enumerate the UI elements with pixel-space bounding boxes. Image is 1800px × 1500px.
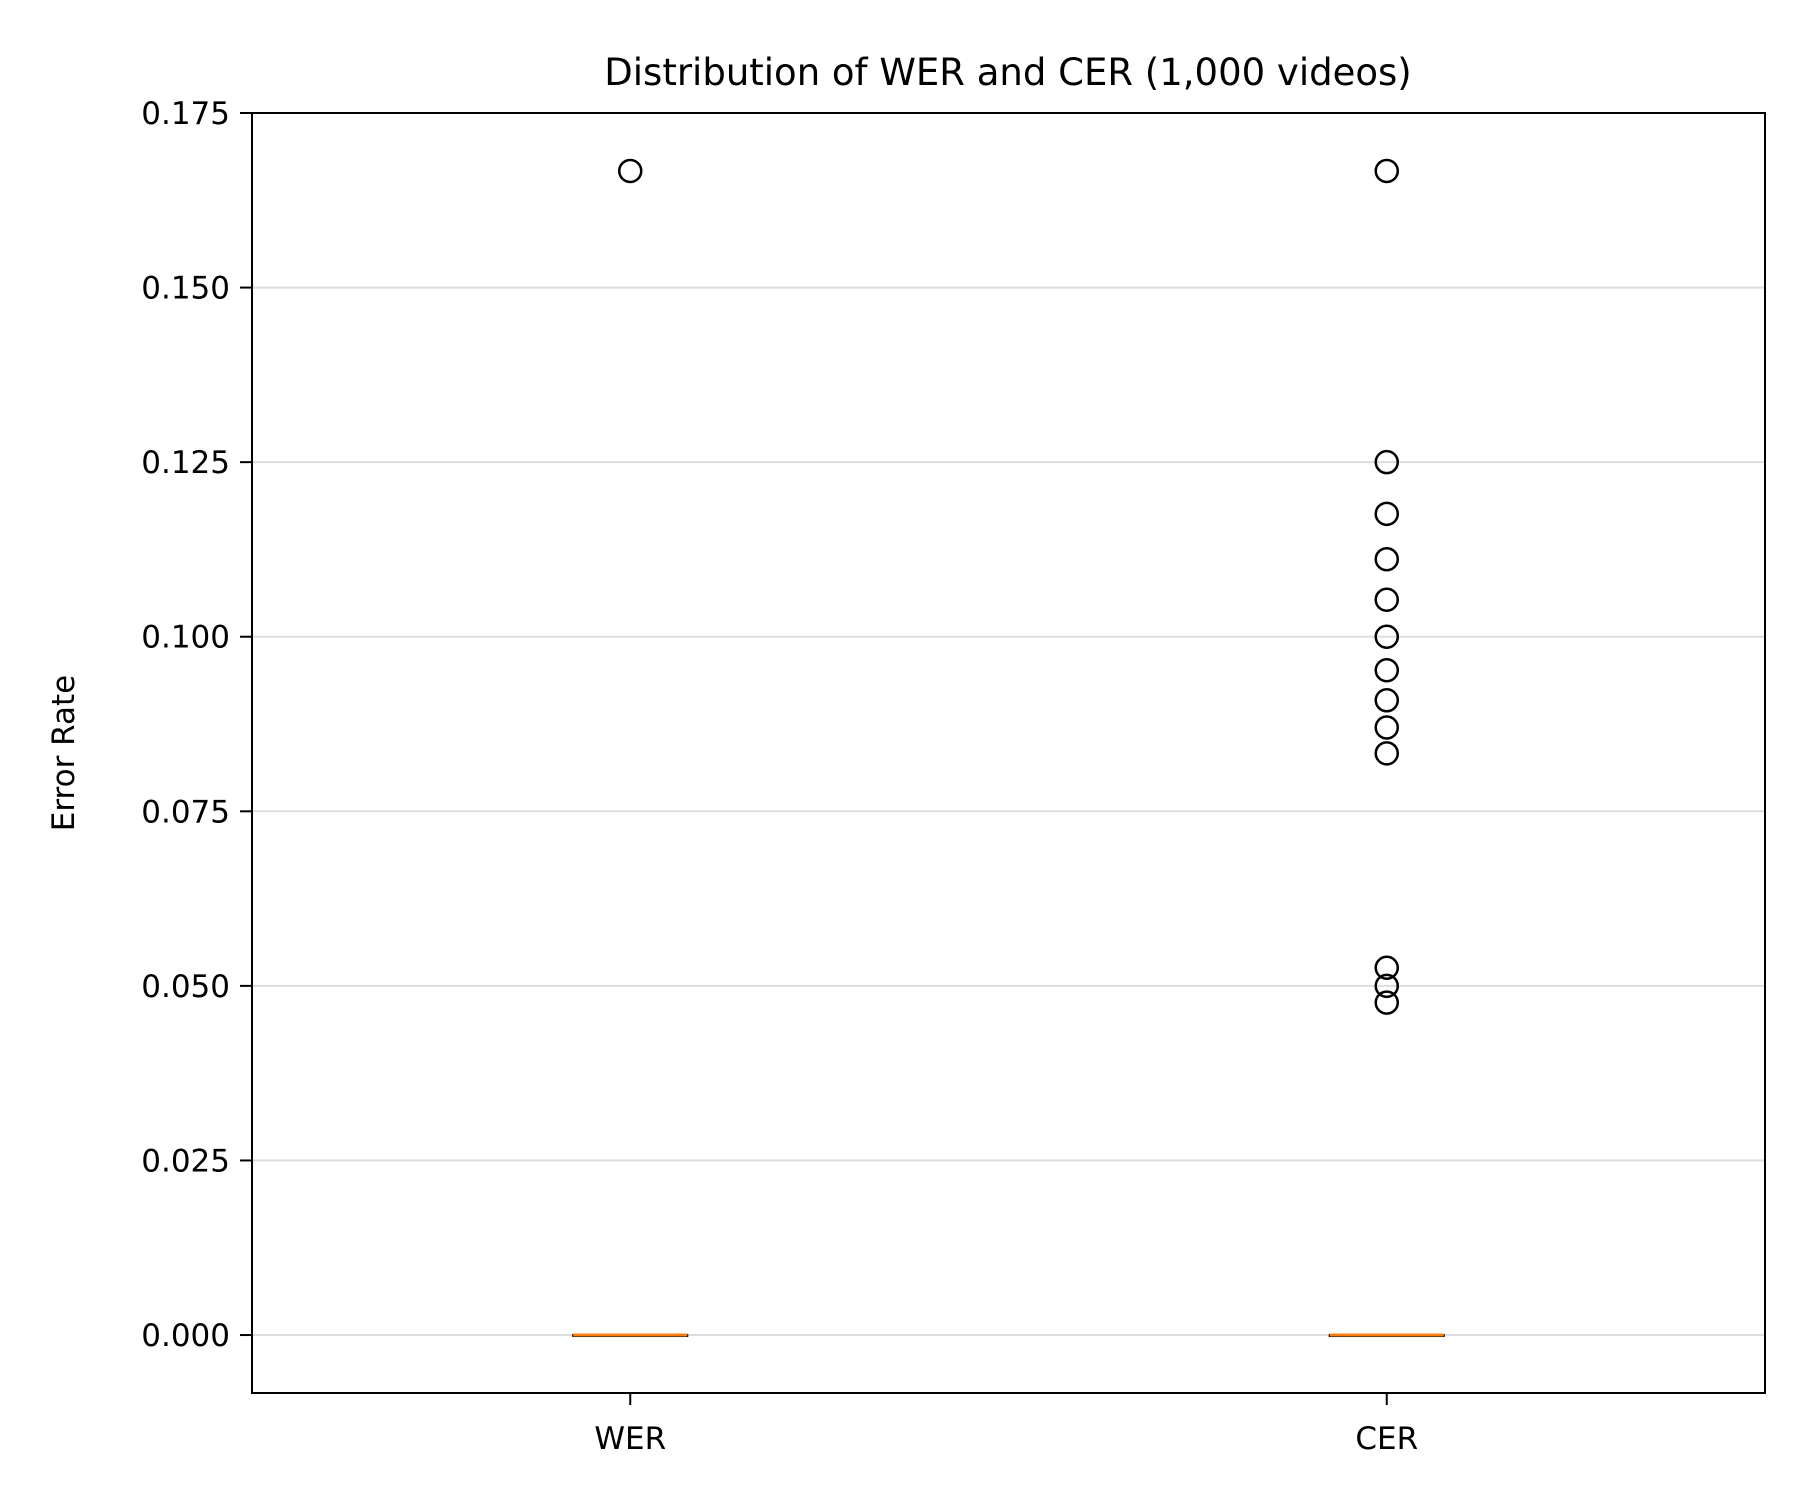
y-tick-label: 0.050 <box>141 969 230 1005</box>
outlier-point <box>1374 973 1399 999</box>
outlier-point <box>1374 955 1399 980</box>
y-tick-label: 0.075 <box>141 794 230 830</box>
outlier-point <box>1374 715 1399 740</box>
outlier-point <box>1374 546 1399 572</box>
outlier-point <box>1374 624 1399 649</box>
y-tick-label: 0.025 <box>141 1143 230 1179</box>
outlier-point <box>1374 501 1399 527</box>
x-tick-label: CER <box>1355 1421 1418 1457</box>
y-tick-label: 0.000 <box>141 1318 230 1354</box>
y-axis-title: Error Rate <box>46 675 82 832</box>
y-tick-label: 0.125 <box>141 445 230 481</box>
gridlines <box>252 112 1765 1337</box>
y-tick-label: 0.100 <box>141 620 230 656</box>
outlier-point <box>1374 741 1399 766</box>
x-axis-ticks: WER CER <box>594 1393 1418 1457</box>
outlier-point <box>1374 688 1399 713</box>
y-tick-label: 0.175 <box>141 96 230 132</box>
chart-title: Distribution of WER and CER (1,000 video… <box>604 51 1411 94</box>
outlier-point <box>1374 158 1399 184</box>
boxes <box>572 1333 1445 1338</box>
outlier-point <box>1374 449 1399 475</box>
outlier-point <box>1374 658 1399 683</box>
outlier-point <box>1374 990 1399 1015</box>
plot-frame <box>251 112 1766 1394</box>
y-axis-ticks: 0.000 0.025 0.050 0.075 0.100 0.125 0.150 0.175 <box>141 96 252 1354</box>
outlier-point <box>1374 587 1399 612</box>
x-tick-label: WER <box>594 1421 666 1457</box>
outlier-point <box>618 158 643 184</box>
y-tick-label: 0.150 <box>141 271 230 307</box>
outliers <box>618 158 1399 1015</box>
